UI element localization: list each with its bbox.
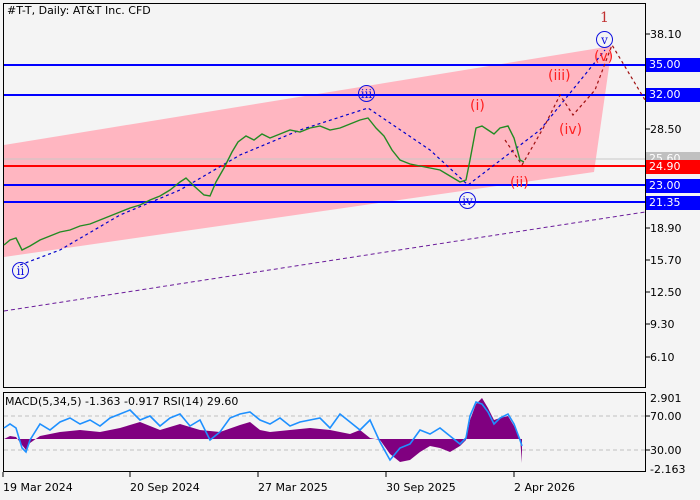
wave-path-minor: [504, 43, 646, 167]
y-tick-38-10: 38.10: [650, 28, 682, 41]
wave-label-iii: iii: [358, 85, 375, 102]
price-axis-ticks: [646, 33, 650, 451]
x-label-1: 20 Sep 2024: [130, 481, 200, 494]
wave-label-i-minor: (i): [470, 98, 485, 114]
y-tick-18-90: 18.90: [650, 222, 682, 235]
x-label-3: 30 Sep 2025: [386, 481, 456, 494]
y-tick-28-50: 28.50: [650, 123, 682, 136]
ind-tick-70: 70.00: [650, 410, 682, 423]
wave-label-ii-minor: (ii): [510, 175, 529, 191]
wave-label-v-minor: (v): [594, 49, 614, 65]
price-tag-35: 35.00: [646, 58, 700, 72]
ind-tick-30: 30.00: [650, 444, 682, 457]
y-tick-15-70: 15.70: [650, 254, 682, 267]
ind-tick-max: 2.901: [650, 392, 682, 405]
y-tick-6-10: 6.10: [650, 351, 675, 364]
price-tag-32: 32.00: [646, 88, 700, 102]
macd-histogram: [4, 398, 522, 463]
price-series: [3, 117, 525, 251]
wave-degree-1: 1: [600, 10, 609, 26]
chart-title: #T-T, Daily: AT&T Inc. CFD: [7, 4, 151, 17]
wave-label-iv-minor: (iv): [559, 122, 583, 138]
time-axis-ticks: [2, 472, 515, 477]
indicator-label: MACD(5,34,5) -1.363 -0.917 RSI(14) 29.60: [5, 395, 239, 408]
price-channel: [4, 46, 612, 257]
ind-tick-min: -2.163: [650, 463, 686, 476]
wave-label-iv: iv: [459, 192, 476, 209]
x-label-2: 27 Mar 2025: [258, 481, 328, 494]
wave-label-ii: ii: [12, 262, 29, 279]
price-tag-21-35: 21.35: [646, 196, 700, 210]
wave-label-v: v: [596, 31, 613, 48]
rsi-line: [3, 401, 523, 462]
price-tag-24-90: 24.90: [646, 160, 700, 174]
lower-trendline: [3, 211, 646, 312]
wave-label-iii-minor: (iii): [548, 68, 571, 84]
y-tick-12-50: 12.50: [650, 286, 682, 299]
price-tag-23: 23.00: [646, 179, 700, 193]
x-label-0: 19 Mar 2024: [3, 481, 73, 494]
x-label-4: 2 Apr 2026: [514, 481, 576, 494]
y-tick-9-30: 9.30: [650, 318, 675, 331]
